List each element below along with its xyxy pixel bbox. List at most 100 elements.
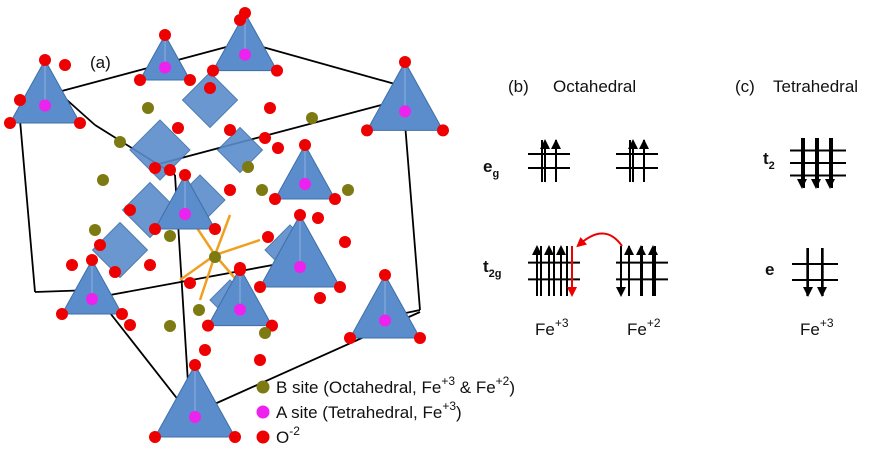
oxygen: [39, 54, 51, 66]
oxygen: [109, 266, 121, 278]
level-label: t2: [763, 149, 775, 172]
transfer-arrow: [580, 233, 622, 246]
legend-text: O-2: [276, 424, 300, 447]
oxygen: [66, 259, 78, 271]
oxygen: [312, 212, 324, 224]
b-site: [97, 174, 109, 186]
oxygen: [116, 308, 128, 320]
oxygen: [314, 292, 326, 304]
legend-marker: [257, 381, 270, 394]
oxygen: [4, 117, 16, 129]
figure: (a) (b) Octahedral (c) Tetrahedral eg t2…: [0, 0, 872, 450]
b-site: [306, 112, 318, 124]
oxygen: [234, 264, 246, 276]
bond: [215, 240, 260, 255]
oxygen: [59, 59, 71, 71]
oxygen: [134, 74, 146, 86]
oxygen: [344, 332, 356, 344]
oxygen: [149, 431, 161, 443]
a-site: [159, 62, 171, 74]
ion-label: Fe+3: [800, 316, 834, 339]
panel-title: Tetrahedral: [773, 77, 858, 96]
oxygen: [56, 308, 68, 320]
oxygen: [184, 277, 196, 289]
ion-label: Fe+3: [535, 316, 569, 339]
oxygen: [379, 269, 391, 281]
a-site: [294, 261, 306, 273]
energy-levels: [528, 138, 846, 296]
a-site: [179, 208, 191, 220]
b-site: [193, 304, 205, 316]
b-site: [142, 102, 154, 114]
level-label: eg: [483, 157, 499, 180]
b-site: [342, 184, 354, 196]
oxygen: [254, 281, 266, 293]
oxygen: [172, 122, 184, 134]
oxygen: [184, 74, 196, 86]
ion-label: Fe+2: [627, 316, 661, 339]
panel-label: (b): [508, 77, 529, 96]
legend-marker: [257, 406, 270, 419]
oxygen: [254, 354, 266, 366]
a-site: [239, 49, 251, 61]
oxygen: [334, 281, 346, 293]
a-site: [86, 293, 98, 305]
a-site: [399, 105, 411, 117]
oxygen: [262, 231, 274, 243]
legend-text: B site (Octahedral, Fe+3 & Fe+2): [276, 374, 515, 397]
octahedron: [218, 128, 263, 173]
oxygen: [209, 223, 221, 235]
b-site: [164, 320, 176, 332]
b-site: [89, 224, 101, 236]
oxygen: [74, 117, 86, 129]
oxygen: [269, 193, 281, 205]
oxygen: [299, 139, 311, 151]
oxygen: [94, 239, 106, 251]
oxygen: [144, 259, 156, 271]
a-site: [299, 178, 311, 190]
oxygen: [224, 124, 236, 136]
oxygen: [361, 124, 373, 136]
oxygen: [414, 332, 426, 344]
oxygen: [259, 132, 271, 144]
oxygen: [234, 14, 246, 26]
legend-text: A site (Tetrahedral, Fe+3): [276, 399, 462, 422]
panel-label: (c): [735, 77, 755, 96]
oxygen: [329, 193, 341, 205]
oxygen: [14, 94, 26, 106]
oxygen: [204, 82, 216, 94]
oxygen: [339, 236, 351, 248]
oxygen: [271, 65, 283, 77]
oxygen: [124, 204, 136, 216]
oxygen: [86, 254, 98, 266]
oxygen: [179, 169, 191, 181]
oxygen: [224, 184, 236, 196]
oxygen: [202, 320, 214, 332]
cell-edge: [20, 120, 35, 292]
oxygen: [207, 65, 219, 77]
oxygen: [272, 142, 284, 154]
oxygen: [189, 359, 201, 371]
b-site: [242, 161, 254, 173]
oxygen: [264, 102, 276, 114]
a-site: [189, 411, 201, 423]
oxygen: [159, 29, 171, 41]
b-site: [256, 184, 268, 196]
a-site: [234, 304, 246, 316]
legend-marker: [257, 431, 270, 444]
level-label: e: [765, 260, 774, 279]
b-site: [209, 251, 221, 263]
oxygen: [294, 209, 306, 221]
oxygen: [399, 56, 411, 68]
panel-label: (a): [90, 53, 111, 72]
b-site: [259, 327, 271, 339]
oxygen: [437, 124, 449, 136]
a-site: [379, 315, 391, 327]
b-site: [164, 230, 176, 242]
oxygen: [199, 344, 211, 356]
panel-title: Octahedral: [553, 77, 636, 96]
a-site: [39, 100, 51, 112]
oxygen: [124, 319, 136, 331]
bond: [215, 215, 230, 255]
b-site: [114, 136, 126, 148]
